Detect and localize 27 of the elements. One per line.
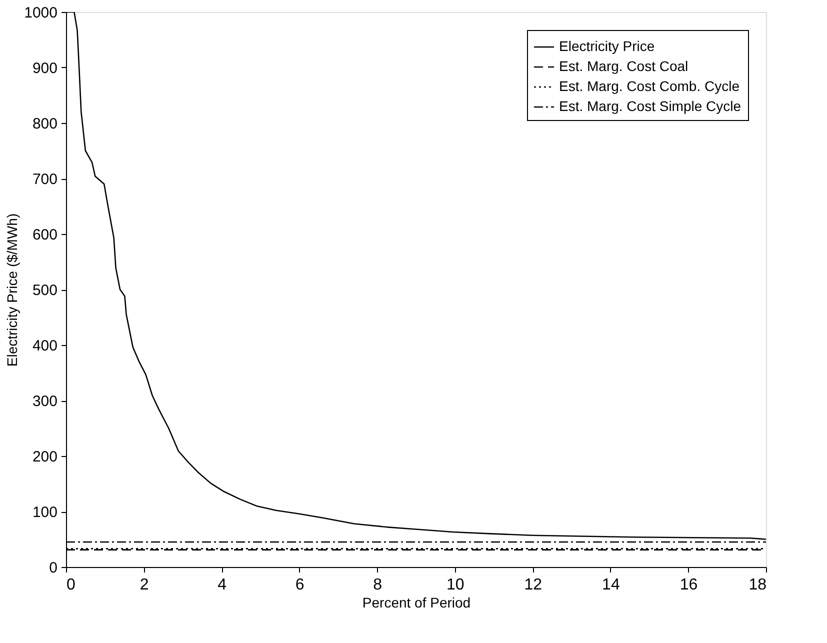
y-tick-label: 800: [32, 116, 58, 132]
y-tick-label: 400: [32, 338, 58, 354]
x-tick-label: 14: [602, 576, 620, 594]
x-tick-label: 18: [748, 576, 767, 594]
x-tick-label: 4: [218, 576, 227, 594]
y-tick-label: 300: [32, 393, 58, 410]
y-tick-label: 1000: [24, 4, 58, 22]
y-tick-label: 700: [32, 171, 58, 188]
x-tick-label: 8: [373, 576, 382, 594]
y-axis-title: Electricity Price ($/MWh): [4, 213, 20, 367]
y-tick-label: 900: [32, 60, 58, 77]
x-tick-label: 6: [295, 576, 304, 594]
y-tick-label: 500: [32, 282, 58, 299]
x-tick-label: 2: [140, 576, 149, 594]
legend-label: Est. Marg. Cost Coal: [559, 58, 688, 74]
legend-label: Est. Marg. Cost Comb. Cycle: [559, 78, 740, 94]
x-tick-label: 0: [66, 576, 76, 594]
x-tick-label: 10: [446, 576, 464, 594]
legend-label: Est. Marg. Cost Simple Cycle: [559, 98, 742, 114]
y-tick-label: 200: [32, 448, 58, 466]
x-tick-label: 12: [524, 576, 542, 594]
legend-label: Electricity Price: [559, 38, 655, 54]
y-tick-label: 100: [32, 504, 58, 521]
y-tick-label: 600: [32, 226, 58, 244]
y-tick-label: 0: [49, 560, 58, 576]
x-tick-label: 16: [680, 576, 698, 594]
x-axis-title: Percent of Period: [362, 594, 471, 610]
